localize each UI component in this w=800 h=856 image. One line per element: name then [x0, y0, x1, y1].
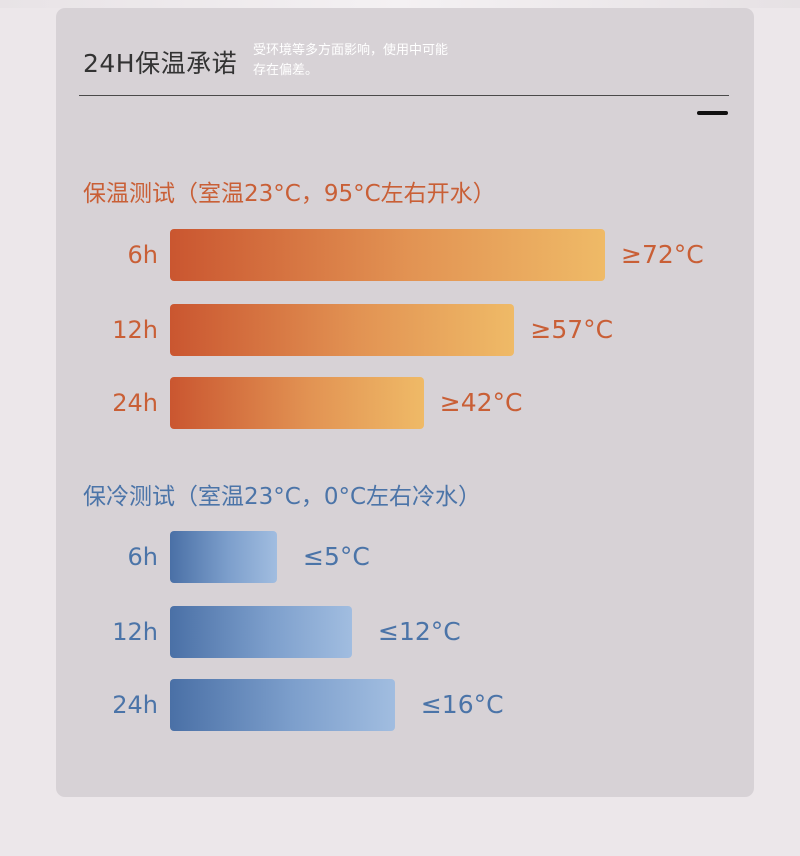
cold-category-label: 6h [127, 543, 158, 571]
header-note-line-1: 受环境等多方面影响，使用中可能 [253, 43, 449, 58]
warm-category-label: 6h [127, 241, 158, 269]
page-title: 24H保温承诺 [83, 49, 238, 78]
header-note-line-2: 存在偏差。 [253, 63, 319, 78]
cold-bar-value-label: ≤16°C [420, 690, 504, 719]
cold-bar [170, 606, 352, 658]
warm-test-title: 保温测试（室温23°C，95°C左右开水） [83, 181, 496, 207]
warm-bar-value-label: ≥42°C [439, 388, 523, 417]
top-image-strip [0, 0, 800, 8]
warm-bar [170, 229, 605, 281]
warm-bar [170, 377, 424, 429]
cold-category-label: 24h [112, 691, 158, 719]
header-divider [79, 95, 729, 96]
warm-category-label: 24h [112, 389, 158, 417]
header-note: 受环境等多方面影响，使用中可能 存在偏差。 [253, 41, 513, 81]
divider-accent-mark [697, 111, 728, 115]
cold-bar [170, 531, 277, 583]
cold-category-label: 12h [112, 618, 158, 646]
cold-bar-value-label: ≤12°C [378, 617, 461, 646]
warm-bar-value-label: ≥72°C [621, 240, 704, 269]
cold-bar [170, 679, 395, 731]
warm-category-label: 12h [112, 316, 158, 344]
cold-test-title: 保冷测试（室温23°C，0°C左右冷水） [83, 484, 482, 510]
cold-bar-value-label: ≤5°C [303, 542, 370, 571]
warm-bar-value-label: ≥57°C [530, 315, 614, 344]
warm-bar [170, 304, 515, 356]
